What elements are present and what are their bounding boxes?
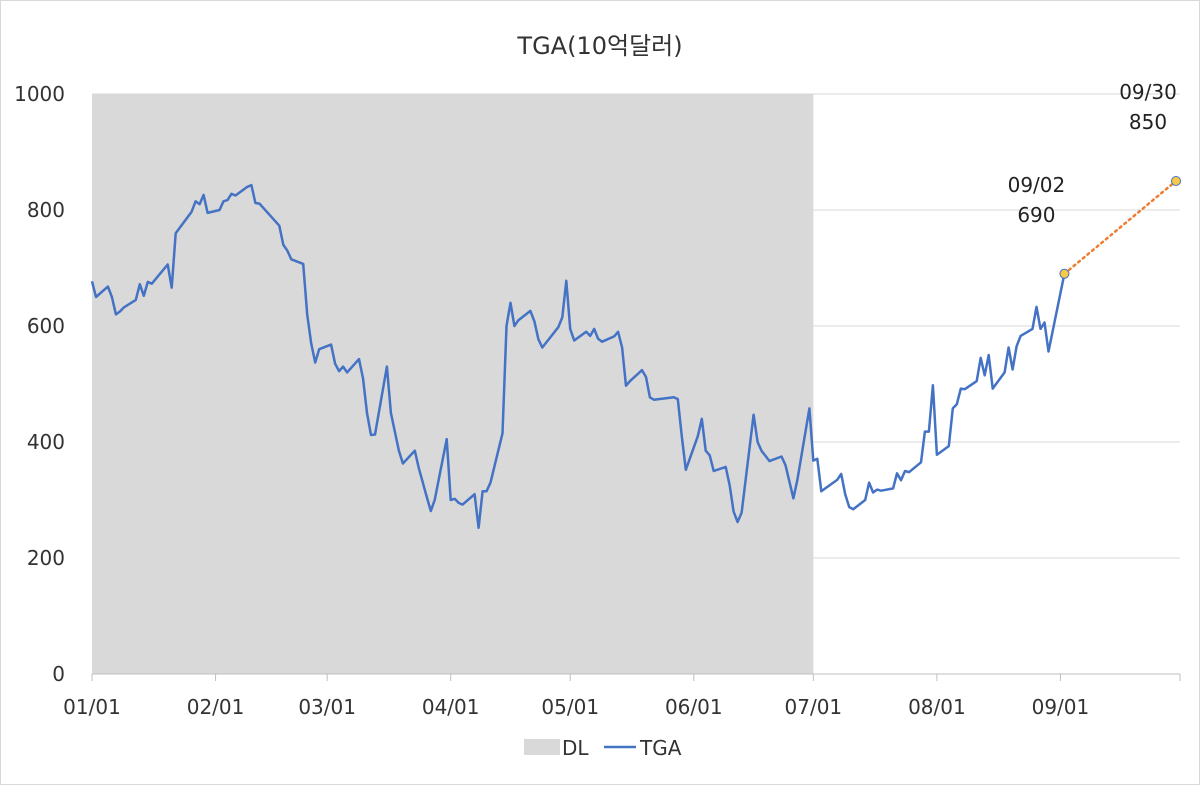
dl-shaded-region [92,94,814,674]
legend-label-tga: TGA [639,736,682,760]
legend-label-dl: DL [562,736,589,760]
series-line-tga [90,183,1066,530]
x-tick-label: 02/01 [187,695,245,719]
x-tick-label: 07/01 [785,695,843,719]
annotation-date-label: 09/02 [1008,173,1066,197]
y-tick-label: 400 [27,430,65,454]
annotation-value-label: 850 [1129,110,1167,134]
annotation-value-label: 690 [1017,203,1055,227]
annotation-marker [1059,268,1070,279]
y-tick-label: 1000 [14,82,65,106]
annotation-date-label: 09/30 [1119,80,1177,104]
y-tick-label: 200 [27,546,65,570]
x-tick-label: 06/01 [665,695,723,719]
x-tick-label: 09/01 [1032,695,1090,719]
annotation-marker [1171,176,1182,186]
x-tick-label: 01/01 [63,695,121,719]
x-tick-label: 04/01 [422,695,480,719]
plot-area: 0 200 400 600 800 1000 01/01 02/01 03/01 04/01 05/… [14,80,1182,719]
y-tick-label: 800 [27,198,65,222]
chart-title: TGA(10억달러) [516,32,682,60]
legend-swatch-dl [524,739,560,755]
y-tick-label: 0 [52,662,65,686]
x-tick-label: 03/01 [298,695,356,719]
legend: DL TGA [524,736,682,760]
y-tick-label: 600 [27,314,65,338]
series-line-projection [1063,179,1178,276]
x-tick-label: 05/01 [541,695,599,719]
x-tick-label: 08/01 [908,695,966,719]
